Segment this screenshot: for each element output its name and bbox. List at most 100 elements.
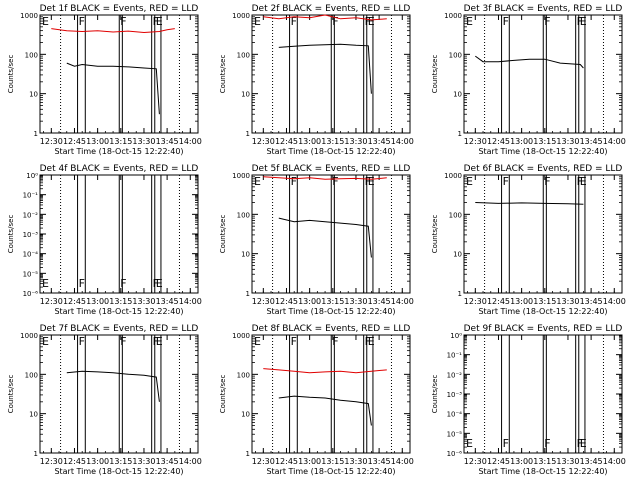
x-tick-label: 13:30 <box>132 457 155 466</box>
y-tick-label: 10⁻² <box>23 211 39 219</box>
y-tick-label: 10⁻⁵ <box>447 430 463 438</box>
x-tick-label: 12:30 <box>252 297 275 306</box>
y-tick-label: 100 <box>237 371 250 379</box>
y-tick-label: 1000 <box>232 12 250 20</box>
x-tick-label: 13:15 <box>109 137 132 146</box>
x-tick-label: 13:30 <box>344 457 367 466</box>
x-tick-label: 13:15 <box>321 137 344 146</box>
x-tick-label: 12:45 <box>63 137 86 146</box>
x-tick-label: 14:00 <box>603 297 626 306</box>
panel-title: Det 5f BLACK = Events, RED = LLD <box>252 164 411 174</box>
event-marker-label: F <box>503 15 509 28</box>
event-marker-label: F <box>332 335 338 348</box>
x-tick-label: 14:00 <box>179 457 202 466</box>
event-marker-label: F <box>79 335 85 348</box>
x-tick-label: 13:30 <box>556 137 579 146</box>
events-series <box>278 395 372 426</box>
event-marker-label: E <box>580 15 587 28</box>
x-tick-label: 12:45 <box>275 457 298 466</box>
y-axis-label: Counts/sec <box>7 215 15 254</box>
event-marker-label: F <box>153 277 159 290</box>
y-axis-label: Counts/sec <box>7 375 15 414</box>
x-axis-label: Start Time (18-Oct-15 12:22:40) <box>54 467 183 476</box>
event-marker-label: E <box>580 437 587 450</box>
x-axis-label: Start Time (18-Oct-15 12:22:40) <box>478 307 607 316</box>
panel-title: Det 8f BLACK = Events, RED = LLD <box>252 324 411 334</box>
y-tick-label: 10⁻¹ <box>447 352 463 360</box>
y-tick-label: 10⁻² <box>447 371 463 379</box>
x-tick-label: 12:45 <box>487 297 510 306</box>
y-axis-label: Counts/sec <box>219 55 227 94</box>
x-tick-label: 13:30 <box>344 297 367 306</box>
x-tick-label: 12:30 <box>40 457 63 466</box>
panel-title: Det 6f BLACK = Events, RED = LLD <box>464 164 623 174</box>
x-tick-label: 13:00 <box>86 457 109 466</box>
y-axis-label: Counts/sec <box>219 375 227 414</box>
x-tick-label: 14:00 <box>391 297 414 306</box>
x-tick-label: 12:30 <box>464 137 487 146</box>
x-axis-label: Start Time (18-Oct-15 12:22:40) <box>478 467 607 476</box>
y-tick-label: 1000 <box>20 12 38 20</box>
x-tick-label: 13:45 <box>156 137 179 146</box>
x-tick-label: 12:45 <box>275 137 298 146</box>
y-tick-label: 1 <box>458 130 462 138</box>
x-tick-label: 13:45 <box>580 457 603 466</box>
y-tick-label: 10⁻⁵ <box>23 270 39 278</box>
x-tick-label: 12:45 <box>63 297 86 306</box>
lld-series <box>263 14 387 21</box>
y-tick-label: 1000 <box>232 172 250 180</box>
event-marker-label: E <box>580 175 587 188</box>
x-tick-label: 14:00 <box>179 137 202 146</box>
y-tick-label: 100 <box>449 211 462 219</box>
y-axis-label: Counts/sec <box>431 215 439 254</box>
event-marker-label: F <box>291 175 297 188</box>
event-marker-label: E <box>254 335 261 348</box>
panel-title: Det 4f BLACK = Events, RED = LLD <box>40 164 199 174</box>
x-axis-label: Start Time (18-Oct-15 12:22:40) <box>478 147 607 156</box>
event-marker-label: E <box>42 15 49 28</box>
event-marker-label: E <box>156 15 163 28</box>
x-tick-label: 13:45 <box>368 457 391 466</box>
x-tick-label: 14:00 <box>603 137 626 146</box>
y-tick-label: 10⁻³ <box>23 231 39 239</box>
y-tick-label: 10 <box>29 91 38 99</box>
y-tick-label: 1 <box>246 130 250 138</box>
event-marker-label: F <box>365 335 371 348</box>
y-tick-label: 10 <box>453 251 462 259</box>
y-tick-label: 10 <box>241 91 250 99</box>
events-series <box>475 55 584 69</box>
x-tick-label: 13:45 <box>156 297 179 306</box>
x-tick-label: 12:30 <box>252 457 275 466</box>
event-marker-label: E <box>466 15 473 28</box>
x-tick-label: 13:45 <box>580 137 603 146</box>
y-tick-label: 10⁰ <box>450 332 462 340</box>
event-marker-label: F <box>332 15 338 28</box>
x-tick-label: 12:30 <box>464 457 487 466</box>
y-tick-label: 1 <box>458 290 462 298</box>
x-tick-label: 13:00 <box>510 297 533 306</box>
event-marker-label: E <box>368 175 375 188</box>
y-tick-label: 10⁻³ <box>447 391 463 399</box>
x-tick-label: 13:00 <box>86 137 109 146</box>
x-tick-label: 13:45 <box>368 137 391 146</box>
y-tick-label: 10 <box>241 251 250 259</box>
x-tick-label: 13:15 <box>321 457 344 466</box>
y-tick-label: 10 <box>453 91 462 99</box>
x-tick-label: 13:45 <box>156 457 179 466</box>
x-tick-label: 13:30 <box>132 137 155 146</box>
event-marker-label: F <box>120 277 126 290</box>
x-tick-label: 13:00 <box>86 297 109 306</box>
y-axis-label: Counts/sec <box>431 55 439 94</box>
events-series <box>278 43 372 94</box>
event-marker-label: F <box>79 277 85 290</box>
x-tick-label: 13:15 <box>109 297 132 306</box>
panel-title: Det 9f BLACK = Events, RED = LLD <box>464 324 623 334</box>
y-tick-label: 1 <box>246 450 250 458</box>
event-marker-label: E <box>368 15 375 28</box>
y-tick-label: 1000 <box>444 172 462 180</box>
event-marker-label: F <box>291 335 297 348</box>
event-marker-label: F <box>544 437 550 450</box>
x-axis-label: Start Time (18-Oct-15 12:22:40) <box>266 307 395 316</box>
event-marker-label: E <box>156 277 163 290</box>
event-marker-label: F <box>503 175 509 188</box>
